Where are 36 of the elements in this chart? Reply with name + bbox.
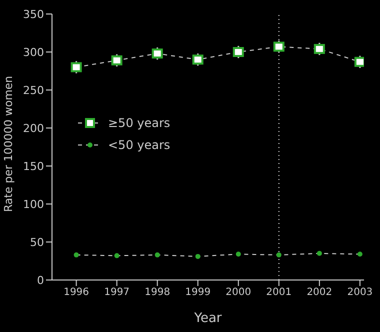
point bbox=[111, 55, 122, 66]
y-axis-title: Rate per 100000 women bbox=[2, 76, 15, 212]
y-tick-label: 50 bbox=[30, 236, 44, 249]
x-tick-label: 1996 bbox=[64, 287, 90, 298]
y-tick-label: 100 bbox=[23, 198, 44, 211]
point bbox=[357, 252, 362, 257]
point bbox=[74, 252, 79, 258]
point bbox=[192, 54, 204, 65]
point bbox=[276, 252, 282, 258]
point bbox=[154, 252, 160, 258]
point bbox=[70, 62, 82, 72]
y-tick-label: 200 bbox=[23, 122, 44, 135]
point bbox=[232, 47, 244, 57]
point bbox=[195, 254, 200, 259]
point bbox=[152, 48, 163, 59]
x-axis-title: Year bbox=[193, 311, 222, 326]
y-tick-label: 0 bbox=[37, 274, 44, 287]
point bbox=[354, 56, 364, 67]
x-tick-label: 1998 bbox=[144, 287, 170, 298]
point bbox=[316, 250, 322, 256]
x-tick-label: 2001 bbox=[266, 287, 292, 298]
x-tick-label: 2003 bbox=[347, 287, 373, 298]
y-tick-label: 250 bbox=[23, 84, 44, 97]
y-tick-label: 150 bbox=[23, 160, 44, 173]
point bbox=[236, 252, 241, 257]
x-tick-label: 1997 bbox=[104, 287, 130, 298]
y-tick-label: 300 bbox=[23, 46, 44, 59]
point bbox=[114, 253, 120, 258]
legend-label: <50 years bbox=[108, 138, 170, 152]
point bbox=[273, 42, 284, 52]
x-tick-label: 2002 bbox=[306, 287, 332, 298]
legend-label: ≥50 years bbox=[108, 116, 170, 130]
x-tick-label: 1999 bbox=[185, 287, 211, 298]
y-tick-label: 350 bbox=[23, 8, 44, 21]
x-tick-label: 2000 bbox=[226, 287, 252, 298]
point bbox=[314, 44, 325, 54]
